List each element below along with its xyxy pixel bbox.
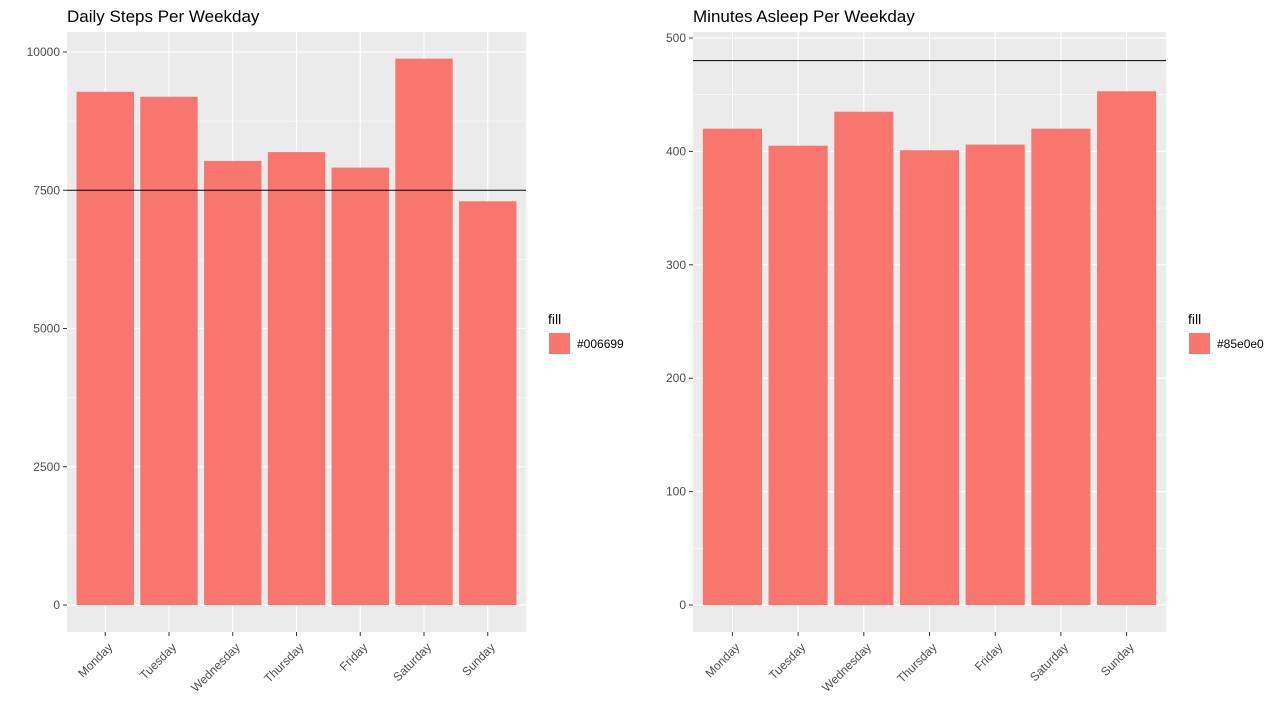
chart-2-bar-saturday — [1031, 128, 1091, 605]
chart-2-bar-thursday — [899, 150, 960, 606]
chart-1-bar-thursday — [267, 152, 326, 605]
chart-2-x-tick-label: Wednesday — [819, 640, 874, 695]
chart-2-title: Minutes Asleep Per Weekday — [693, 7, 915, 26]
chart-2-legend-label: #85e0e0 — [1217, 337, 1264, 351]
chart-1-y-tick-label: 2500 — [33, 460, 60, 474]
chart-1-legend-swatch — [549, 333, 570, 354]
chart-1-bar-tuesday — [140, 96, 198, 605]
chart-2-bar-friday — [965, 144, 1025, 605]
chart-2-y-tick-label: 100 — [666, 485, 686, 499]
chart-1-bar-saturday — [395, 58, 453, 606]
chart-2-bar-sunday — [1097, 91, 1157, 606]
chart-1-y-tick-label: 5000 — [33, 322, 60, 336]
chart-2-x-tick-label: Thursday — [894, 640, 939, 685]
chart-1-x-tick-label: Sunday — [459, 640, 498, 679]
chart-1-y-tick-label: 0 — [53, 598, 60, 612]
chart-1-legend-label: #006699 — [577, 337, 624, 351]
chart-2-bar-wednesday — [834, 111, 894, 606]
chart-2-y-tick-label: 200 — [666, 371, 686, 385]
chart-2-y-tick-label: 500 — [666, 31, 686, 45]
chart-2-bar-tuesday — [768, 145, 828, 606]
chart-1-bar-friday — [331, 167, 389, 605]
chart-1-legend-title: fill — [548, 311, 561, 327]
chart-1-x-tick-label: Thursday — [261, 640, 306, 685]
chart-2-y-tick-label: 0 — [679, 598, 686, 612]
chart-1-bar-sunday — [459, 201, 517, 605]
chart-2-y-tick-label: 400 — [666, 144, 686, 158]
chart-2-y-tick-label: 300 — [666, 258, 686, 272]
chart-1-x-tick-label: Tuesday — [137, 640, 179, 682]
chart-1-x-tick-label: Saturday — [390, 640, 434, 684]
chart-2-x-tick-label: Sunday — [1098, 640, 1137, 679]
chart-1-title: Daily Steps Per Weekday — [67, 7, 260, 26]
chart-1-x-tick-label: Friday — [337, 640, 370, 673]
chart-2-x-tick-label: Monday — [702, 640, 742, 680]
chart-2-x-tick-label: Friday — [972, 640, 1005, 673]
chart-2-legend-swatch — [1189, 333, 1210, 354]
chart-1-y-tick-label: 7500 — [33, 183, 60, 197]
chart-2-bar-monday — [702, 128, 762, 605]
chart-1-x-tick-label: Monday — [75, 640, 115, 680]
chart-2-legend-title: fill — [1188, 311, 1201, 327]
chart-1-y-tick-label: 10000 — [27, 45, 61, 59]
chart-1-bar-wednesday — [204, 160, 262, 606]
chart-1-x-tick-label: Wednesday — [188, 640, 243, 695]
chart-2-x-tick-label: Saturday — [1027, 640, 1071, 684]
chart-2-x-tick-label: Tuesday — [766, 640, 808, 682]
chart-1-bar-monday — [76, 91, 134, 606]
